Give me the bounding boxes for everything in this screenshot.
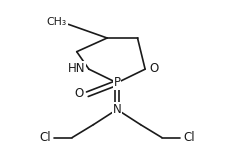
Text: HN: HN xyxy=(68,62,85,75)
Text: P: P xyxy=(113,76,121,89)
Text: N: N xyxy=(113,103,121,116)
Text: CH₃: CH₃ xyxy=(47,17,67,27)
Text: O: O xyxy=(74,87,84,100)
Text: O: O xyxy=(149,62,158,75)
Text: Cl: Cl xyxy=(183,131,195,144)
Text: Cl: Cl xyxy=(39,131,51,144)
